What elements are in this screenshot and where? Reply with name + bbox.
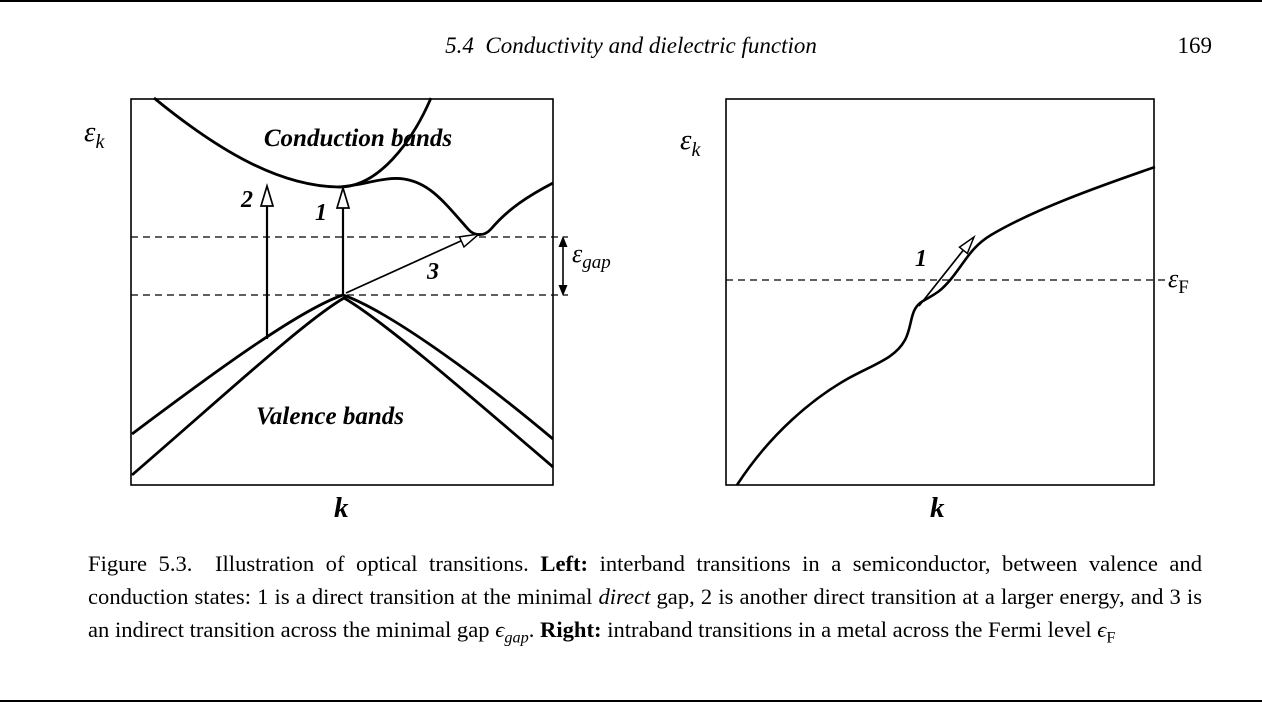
caption-segment: gap xyxy=(504,628,529,647)
valence-band-curve-1 xyxy=(131,293,554,441)
transition-arrow-3-head xyxy=(458,232,482,249)
energy-gap-label: εgap xyxy=(572,239,611,272)
page-number: 169 xyxy=(1177,33,1213,58)
fermi-level-label: εF xyxy=(1168,264,1189,297)
intraband-arrow-label: 1 xyxy=(915,246,927,272)
right-y-axis-label: εk xyxy=(680,124,700,160)
conduction-band-curve-1 xyxy=(153,96,433,189)
caption-segment: F xyxy=(1106,628,1116,647)
epsilon-symbol: ε xyxy=(680,124,692,156)
arrow-1-label: 1 xyxy=(315,200,327,226)
left-x-axis-label: k xyxy=(334,492,349,524)
transition-arrow-2-head xyxy=(259,183,275,207)
epsilon-subscript-k: k xyxy=(95,130,105,153)
caption-segment: Right: xyxy=(540,617,602,642)
caption-segment: direct xyxy=(598,584,651,609)
caption-segment: . xyxy=(528,617,541,642)
epsilon-symbol: ε xyxy=(572,239,583,268)
metal-band-curve xyxy=(735,165,1156,486)
left-plot-border xyxy=(130,98,554,486)
epsilon-subscript-k: k xyxy=(691,138,701,161)
conduction-band-curve-2 xyxy=(337,177,554,237)
gap-arrow-down-head xyxy=(558,285,568,296)
left-y-axis-label: εk xyxy=(84,116,104,152)
caption-segment: ϵ xyxy=(495,617,505,642)
epsilon-symbol: ε xyxy=(84,116,96,148)
semiconductor-band-diagram: Conduction bands Valence bands 2 1 3 xyxy=(130,96,568,486)
conduction-bands-label: Conduction bands xyxy=(264,125,452,152)
caption-segment: Figure 5.3. Illustration of optical tran… xyxy=(88,551,541,576)
valence-band-curve-2 xyxy=(131,296,554,477)
valence-bands-label: Valence bands xyxy=(256,403,404,430)
fermi-subscript: F xyxy=(1178,277,1189,299)
figure-caption: Figure 5.3. Illustration of optical tran… xyxy=(88,547,1202,646)
arrow-3-label: 3 xyxy=(426,259,439,285)
caption-segment: ϵ xyxy=(1097,617,1107,642)
caption-segment: Left: xyxy=(540,551,589,576)
transition-arrow-1-head xyxy=(335,185,351,209)
epsilon-symbol: ε xyxy=(1168,264,1179,293)
caption-segment: interband transitions in a semiconductor… xyxy=(88,551,1202,609)
right-x-axis-label: k xyxy=(930,492,945,524)
section-header: 5.4 Conductivity and dielectric function xyxy=(445,33,817,58)
caption-segment: gap, 2 is another direct transition at a… xyxy=(88,584,1202,642)
intraband-arrow-head xyxy=(958,234,976,255)
right-plot-border xyxy=(725,98,1155,486)
gap-arrow-up-head xyxy=(558,236,568,247)
intraband-arrow-shaft xyxy=(918,247,966,307)
gap-subscript: gap xyxy=(582,252,611,274)
caption-segment: intraband transitions in a metal across … xyxy=(601,617,1098,642)
arrow-2-label: 2 xyxy=(240,187,253,213)
metal-band-diagram: 1 xyxy=(725,98,1169,486)
transition-arrow-3-shaft xyxy=(345,239,464,294)
